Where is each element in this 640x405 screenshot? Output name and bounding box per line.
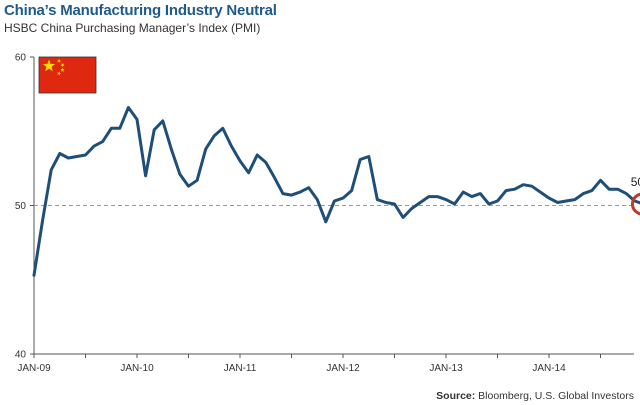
y-tick-label: 60 xyxy=(15,53,27,64)
flag-star xyxy=(57,58,62,64)
flag-field xyxy=(38,56,97,94)
x-tick-label: JAN-12 xyxy=(326,363,360,374)
x-tick-label: JAN-13 xyxy=(429,363,463,374)
chart-title: China’s Manufacturing Industry Neutral xyxy=(4,2,277,19)
end-value-label: 50.1 xyxy=(631,175,640,189)
y-tick-label: 40 xyxy=(15,350,27,361)
highlight-circle xyxy=(630,192,640,216)
x-tick-label: JAN-14 xyxy=(532,363,566,374)
y-tick-label: 50 xyxy=(15,201,27,212)
x-tick-label: JAN-11 xyxy=(224,363,257,374)
flag-star xyxy=(60,67,65,72)
x-tick-label: JAN-09 xyxy=(17,363,51,374)
flag-star xyxy=(57,71,62,76)
source-text: Bloomberg, U.S. Global Investors xyxy=(475,390,634,402)
china-flag-icon xyxy=(38,56,97,94)
source-label: Source: xyxy=(436,390,476,402)
x-tick-label: JAN-10 xyxy=(120,363,154,374)
pmi-series-line xyxy=(32,106,640,277)
chart-subtitle: HSBC China Purchasing Manager’s Index (P… xyxy=(4,21,261,35)
source-note: Source: Bloomberg, U.S. Global Investors xyxy=(436,390,634,402)
flag-star xyxy=(60,63,65,68)
flag-star xyxy=(42,59,56,72)
